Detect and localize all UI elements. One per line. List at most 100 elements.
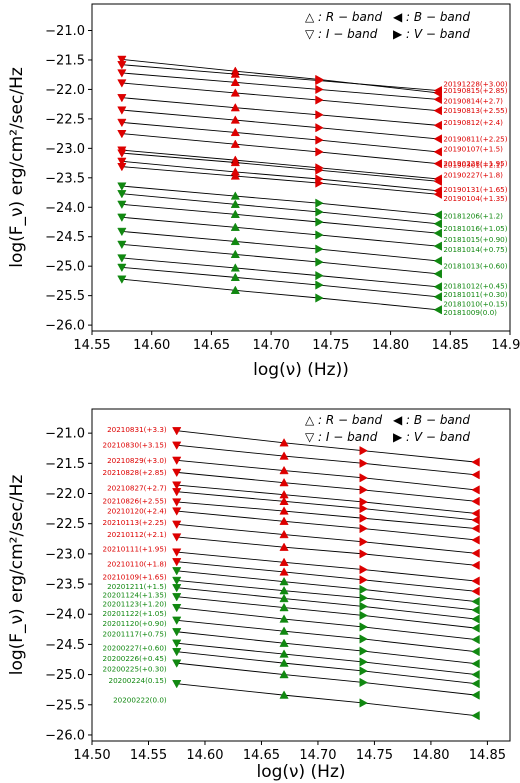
legend-entry: ◀ : B − band bbox=[393, 10, 470, 24]
legend: △ : R − band ◀ : B − band ▽ : I − band ▶ : … bbox=[305, 413, 470, 444]
data-point bbox=[433, 219, 442, 229]
data-point bbox=[433, 85, 442, 96]
series-line bbox=[176, 444, 477, 476]
data-point bbox=[471, 586, 480, 596]
y-tick-label: −21.5 bbox=[45, 457, 85, 472]
series-20190104(+1.35): 20190104(+1.35) bbox=[117, 163, 508, 203]
series-label: 20201117(+0.75) bbox=[103, 630, 167, 639]
series-line bbox=[121, 278, 439, 311]
data-point bbox=[433, 241, 442, 251]
data-point bbox=[359, 537, 368, 547]
data-point bbox=[359, 646, 368, 656]
data-point bbox=[359, 458, 368, 468]
data-point bbox=[471, 515, 480, 525]
series-label: 20181011(+0.30) bbox=[443, 290, 507, 299]
series-line bbox=[121, 216, 439, 247]
series-label: 20190812(+2.4) bbox=[443, 118, 503, 127]
series-20201124(+1.35): 20201124(+1.35) bbox=[103, 576, 480, 615]
data-point bbox=[359, 634, 368, 644]
legend-entry: ◀ : B − band bbox=[393, 413, 470, 427]
data-point bbox=[230, 77, 240, 86]
data-point bbox=[279, 649, 289, 658]
data-point bbox=[471, 596, 480, 607]
series-label: 20210831(+3.3) bbox=[107, 425, 167, 434]
data-point bbox=[279, 451, 289, 460]
data-point bbox=[279, 557, 289, 566]
series-20210828(+2.85): 20210828(+2.85) bbox=[103, 468, 480, 506]
series-line bbox=[176, 662, 477, 696]
data-point bbox=[172, 488, 182, 497]
series-20200225(+0.30): 20200225(+0.30) bbox=[103, 648, 480, 689]
x-tick-label: 14.60 bbox=[186, 748, 223, 763]
series-line bbox=[176, 579, 477, 611]
series-20210831(+3.3): 20210831(+3.3) bbox=[107, 425, 480, 467]
y-tick-label: −24.0 bbox=[45, 608, 85, 623]
data-point bbox=[117, 55, 127, 65]
data-point bbox=[471, 485, 480, 495]
data-point bbox=[433, 106, 442, 116]
data-point bbox=[359, 497, 368, 507]
data-point bbox=[230, 272, 240, 281]
y-tick-label: −26.0 bbox=[45, 728, 85, 743]
data-point bbox=[117, 163, 127, 172]
series-line bbox=[121, 243, 439, 275]
series-label: 20210113(+2.25) bbox=[103, 518, 167, 527]
data-point bbox=[172, 533, 182, 542]
data-point bbox=[471, 659, 480, 669]
chart-panel-1: 14.55 14.60 14.65 14.70 14.75 14.80 14.85 14.90… bbox=[7, 3, 520, 380]
data-point bbox=[315, 198, 324, 208]
series-20181012(+0.45): 20181012(+0.45) bbox=[117, 240, 508, 291]
data-point bbox=[172, 456, 182, 466]
series-20190301(+2.1): 20190301(+2.1) bbox=[117, 130, 503, 169]
series-20200227(+0.60): 20200227(+0.60) bbox=[103, 628, 480, 669]
data-point bbox=[279, 658, 289, 667]
series-label: 20210830(+3.15) bbox=[103, 441, 167, 450]
y-axis-label: log(F_ν) erg/cm²/sec/Hz bbox=[7, 67, 27, 268]
data-point bbox=[315, 135, 324, 145]
data-point bbox=[471, 535, 480, 545]
data-point bbox=[433, 147, 442, 157]
legend-entry: ▽ : I − band bbox=[305, 430, 378, 444]
series-line bbox=[121, 193, 439, 225]
data-point bbox=[279, 614, 289, 623]
series-20201122(+1.05): 20201122(+1.05) bbox=[103, 593, 480, 633]
series-label: 20190131(+1.65) bbox=[443, 185, 507, 194]
series-label: 20201211(+1.5) bbox=[107, 582, 167, 591]
series-label: 20210111(+1.95) bbox=[103, 545, 167, 554]
series-label: 20201123(+1.20) bbox=[103, 599, 167, 608]
x-tick-label: 14.80 bbox=[372, 338, 409, 353]
x-tick-label: 14.50 bbox=[73, 748, 110, 763]
data-point bbox=[433, 228, 442, 238]
x-axis-label: log(ν) (Hz) bbox=[256, 762, 345, 782]
series-label: 20200225(+0.30) bbox=[103, 665, 167, 674]
legend: △ : R − band ◀ : B − band ▽ : I − band ▶ : … bbox=[305, 10, 470, 41]
data-point bbox=[279, 593, 289, 603]
data-point bbox=[433, 94, 442, 105]
data-point bbox=[117, 118, 127, 128]
data-point bbox=[230, 157, 240, 167]
data-point bbox=[471, 634, 480, 645]
data-point bbox=[279, 626, 289, 635]
chart-panel-2: 14.50 14.55 14.60 14.65 14.70 14.75 14.80 14.85… bbox=[7, 408, 511, 782]
data-point bbox=[471, 470, 480, 480]
series-20210120(+2.4): 20210120(+2.4) bbox=[107, 498, 480, 534]
data-point bbox=[172, 680, 182, 689]
series-label: 20201120(+0.90) bbox=[103, 619, 167, 628]
x-tick-label: 14.80 bbox=[412, 748, 449, 763]
data-point bbox=[230, 222, 240, 231]
series-line bbox=[121, 109, 439, 140]
series-line bbox=[121, 152, 439, 182]
data-point bbox=[279, 638, 289, 647]
y-tick-label: −23.5 bbox=[45, 171, 85, 186]
y-tick-label: −22.5 bbox=[45, 112, 85, 127]
series-20181016(+1.05): 20181016(+1.05) bbox=[117, 190, 508, 233]
data-point bbox=[279, 576, 289, 586]
legend-entry: △ : R − band bbox=[305, 413, 382, 427]
data-point bbox=[433, 120, 442, 130]
data-point bbox=[279, 496, 289, 505]
series-line bbox=[121, 166, 439, 195]
data-point bbox=[471, 614, 480, 624]
data-point bbox=[471, 669, 480, 680]
y-tick-label: −23.0 bbox=[45, 547, 85, 562]
